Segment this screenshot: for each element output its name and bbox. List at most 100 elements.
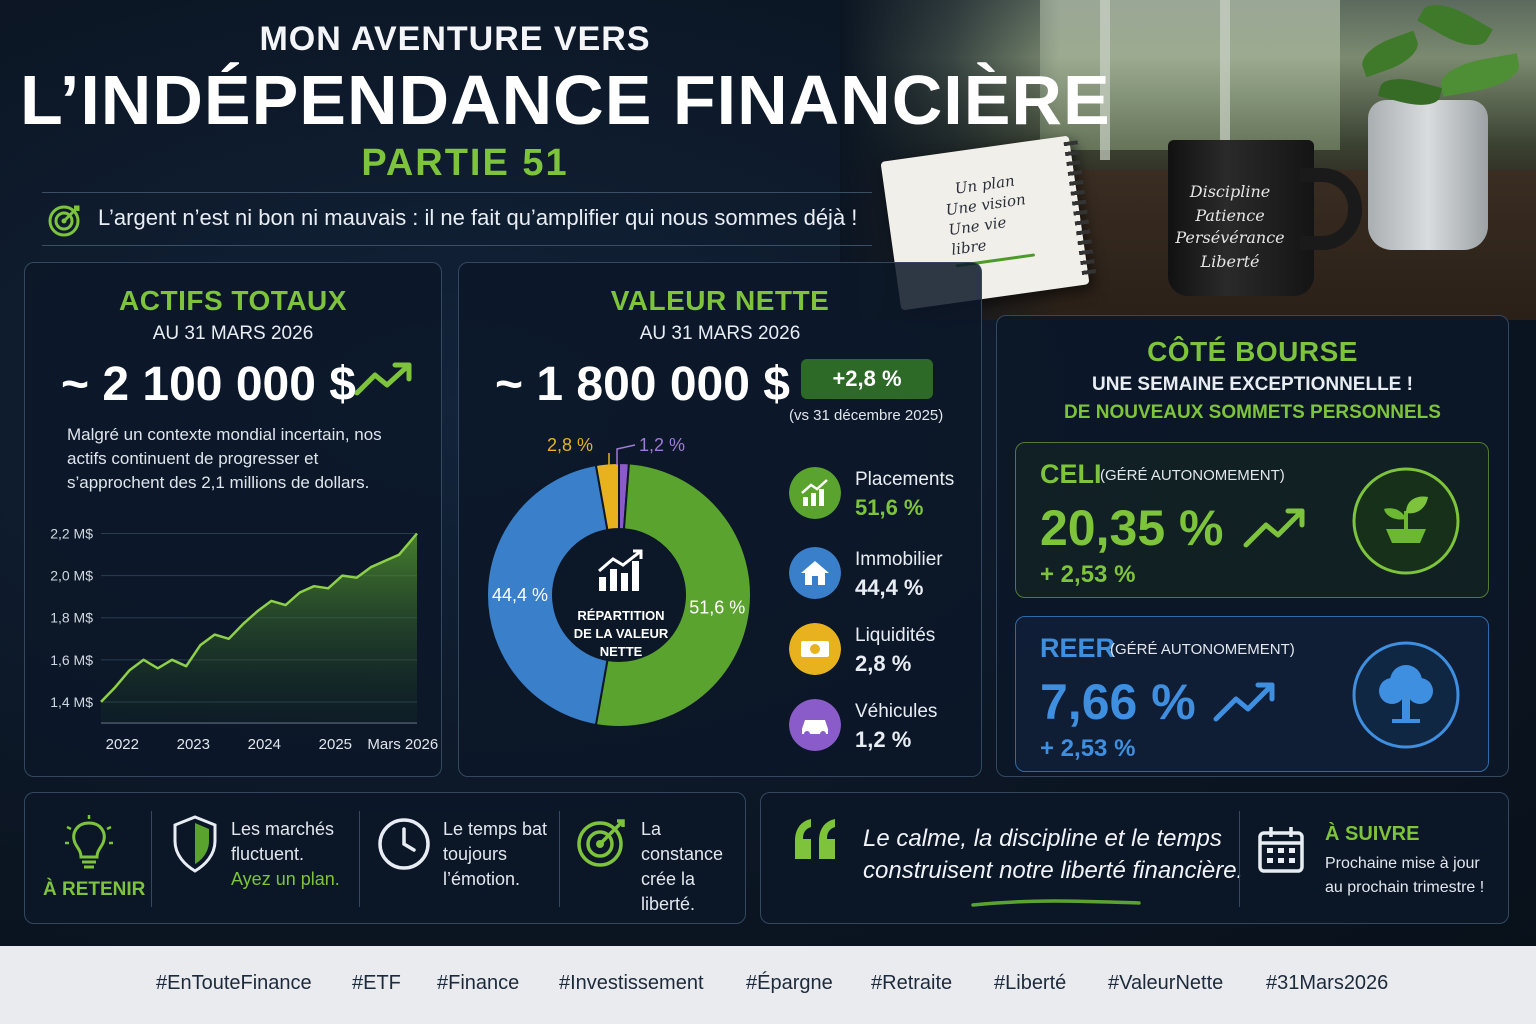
valeur-badge: +2,8 % xyxy=(801,359,933,399)
hashtag-8[interactable]: #ValeurNette xyxy=(1108,972,1224,994)
hashtag-2[interactable]: #ETF xyxy=(352,972,401,994)
tagline-text: L’argent n’est ni bon ni mauvais : il ne… xyxy=(98,205,858,230)
house-icon xyxy=(789,547,841,599)
bourse-line-2: DE NOUVEAUX SOMMETS PERSONNELS xyxy=(1064,402,1441,423)
retenir-item-1-line-2: fluctuent. xyxy=(231,844,305,864)
x-tick-label: 2025 xyxy=(319,736,352,753)
retenir-item-2-line-2: toujours xyxy=(443,844,508,864)
data-label-vehicules: 1,2 % xyxy=(639,435,685,455)
trend-up-icon xyxy=(1243,508,1305,548)
quote-icon xyxy=(795,819,835,859)
legend-vehicules-name: Véhicules xyxy=(855,701,938,722)
target-icon xyxy=(577,819,625,867)
retenir-item-1-line-1: Les marchés xyxy=(231,819,335,839)
notebook-line-4: libre xyxy=(950,236,988,259)
series-line xyxy=(100,532,418,703)
target-icon xyxy=(48,205,80,237)
legend-placements: Placements 51,6 % xyxy=(789,467,979,527)
quote-line-1: Le calme, la discipline et le temps xyxy=(863,825,1222,852)
x-tick-label: 2022 xyxy=(106,736,139,753)
account-reer-value: 7,66 % xyxy=(1040,674,1196,730)
retenir-item-3-line-3: liberté. xyxy=(641,894,696,914)
donut-center-line-2: DE LA VALEUR xyxy=(573,626,669,641)
hashtag-bar: #EnTouteFinance #ETF #Finance #Investiss… xyxy=(0,946,1536,1024)
calendar-icon xyxy=(1258,827,1304,873)
legend-immobilier-value: 44,4 % xyxy=(855,575,924,600)
actifs-value: ~ 2 100 000 $ xyxy=(61,358,356,411)
assets-area-chart: 1,4 M$ 1,6 M$ 1,8 M$ 2,0 M$ 2,2 M$ 2022 2023 20… xyxy=(50,526,438,753)
lightbulb-icon xyxy=(65,815,113,869)
page-title: L’INDÉPENDANCE FINANCIÈRE xyxy=(20,61,1111,139)
mug: Discipline Patience Persévérance Liberté xyxy=(1168,140,1362,296)
hashtag-9[interactable]: #31Mars2026 xyxy=(1266,972,1389,994)
trend-up-icon xyxy=(354,362,412,396)
y-tick-label: 1,6 M$ xyxy=(50,652,93,668)
hashtag-3[interactable]: #Finance xyxy=(437,972,520,994)
shield-icon xyxy=(173,815,217,873)
net-worth-donut: 51,6 % 44,4 % 2,8 % 1,2 % xyxy=(486,435,752,728)
x-tick-label: 2024 xyxy=(248,736,281,753)
account-celi-value: 20,35 % xyxy=(1040,500,1224,556)
mug-line-2: Patience xyxy=(1195,206,1265,225)
area-fill xyxy=(101,533,417,723)
account-reer-name: REER xyxy=(1040,633,1116,663)
legend-vehicules-value: 1,2 % xyxy=(855,727,912,752)
legend-placements-name: Placements xyxy=(855,469,955,490)
legend-vehicules: Véhicules 1,2 % xyxy=(789,699,979,759)
header-top: MON AVENTURE VERS xyxy=(259,20,651,58)
valeur-title: VALEUR NETTE xyxy=(610,285,830,316)
y-tick-label: 2,0 M$ xyxy=(50,568,93,584)
suivre-line-1: Prochaine mise à jour xyxy=(1325,855,1480,872)
valeur-vs: (vs 31 décembre 2025) xyxy=(789,407,944,424)
retenir-item-3-line-1: La constance xyxy=(641,819,724,864)
account-celi-delta: + 2,53 % xyxy=(1040,561,1136,588)
panel-valeur-nette: VALEUR NETTE AU 31 MARS 2026 ~ 1 800 000… xyxy=(458,262,982,777)
account-reer-delta: + 2,53 % xyxy=(1040,735,1136,762)
bourse-line-1: UNE SEMAINE EXCEPTIONNELLE ! xyxy=(1092,374,1413,395)
sprout-icon xyxy=(1352,467,1460,575)
valeur-date: AU 31 MARS 2026 xyxy=(639,323,801,344)
quote-underline xyxy=(971,899,1141,907)
retenir-item-2-line-3: l’émotion. xyxy=(443,869,521,889)
legend-liquidites-value: 2,8 % xyxy=(855,651,912,676)
tagline: L’argent n’est ni bon ni mauvais : il ne… xyxy=(42,192,872,246)
donut-center-line-3: NETTE xyxy=(599,644,643,659)
mug-line-3: Persévérance xyxy=(1175,228,1285,247)
tree-icon xyxy=(1352,641,1460,749)
bourse-title: CÔTÉ BOURSE xyxy=(1147,336,1358,367)
legend-liquidites: Liquidités 2,8 % xyxy=(789,623,979,683)
retenir-item-1-accent: Ayez un plan. xyxy=(231,869,340,889)
x-tick-label: 2023 xyxy=(177,736,210,753)
part-label: PARTIE 51 xyxy=(361,142,569,184)
legend-placements-value: 51,6 % xyxy=(855,495,924,520)
hashtag-5[interactable]: #Épargne xyxy=(746,972,833,994)
suivre-line-2: au prochain trimestre ! xyxy=(1325,879,1485,896)
y-tick-label: 1,8 M$ xyxy=(50,610,93,626)
account-reer-note: (GÉRÉ AUTONOMEMENT) xyxy=(1110,641,1295,658)
growth-chart-icon xyxy=(789,467,841,519)
account-reer: REER (GÉRÉ AUTONOMEMENT) 7,66 % + 2,53 % xyxy=(1015,616,1489,772)
hashtag-4[interactable]: #Investissement xyxy=(559,972,704,994)
hashtag-1[interactable]: #EnTouteFinance xyxy=(156,972,312,994)
quote-line-2: construisent notre liberté financière. xyxy=(863,857,1244,884)
legend-liquidites-name: Liquidités xyxy=(855,625,936,646)
y-tick-label: 1,4 M$ xyxy=(50,694,93,710)
actifs-description: Malgré un contexte mondial incertain, no… xyxy=(67,425,382,492)
retenir-item-3-line-2: crée la xyxy=(641,869,696,889)
retenir-label: À RETENIR xyxy=(43,879,146,900)
panel-actifs: ACTIFS TOTAUX AU 31 MARS 2026 ~ 2 100 00… xyxy=(24,262,442,777)
mug-line-1: Discipline xyxy=(1189,182,1271,201)
hashtag-7[interactable]: #Liberté xyxy=(994,972,1067,994)
account-celi-note: (GÉRÉ AUTONOMEMENT) xyxy=(1100,467,1285,484)
account-celi-name: CELI xyxy=(1040,459,1102,489)
hashtag-6[interactable]: #Retraite xyxy=(871,972,953,994)
actifs-date: AU 31 MARS 2026 xyxy=(152,323,314,344)
panel-retenir: À RETENIR Les marchés fluctuent. Ayez un… xyxy=(24,792,746,924)
legend-immobilier-name: Immobilier xyxy=(855,549,943,570)
leader-line-vehicules xyxy=(616,444,636,465)
suivre-title: À SUIVRE xyxy=(1325,823,1420,845)
donut-center-line-1: RÉPARTITION xyxy=(577,608,665,623)
growth-chart-icon xyxy=(598,549,643,591)
clock-icon xyxy=(378,818,430,870)
actifs-title: ACTIFS TOTAUX xyxy=(119,285,347,316)
